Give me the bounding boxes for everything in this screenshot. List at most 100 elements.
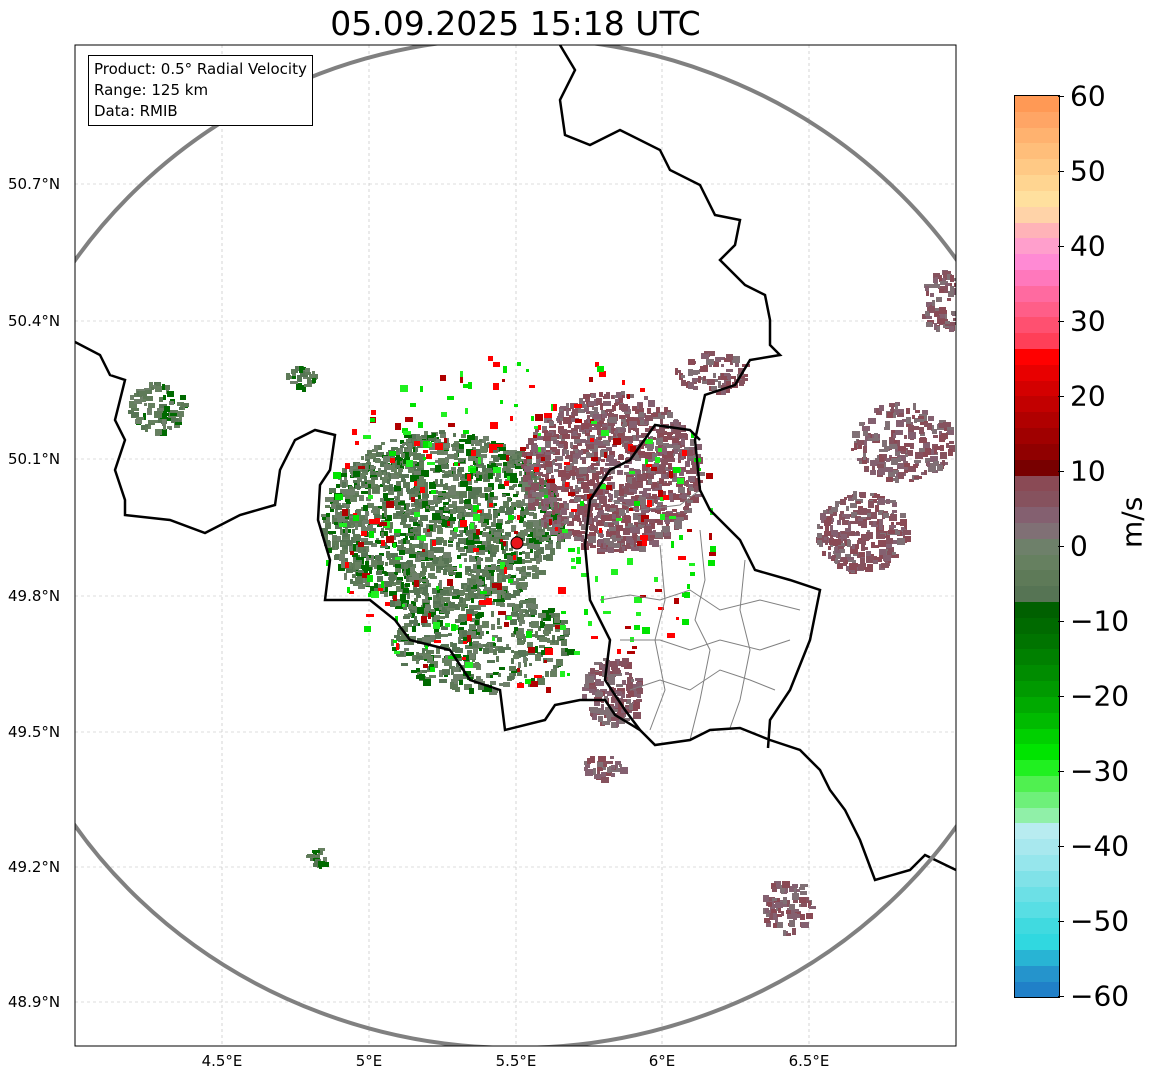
colorbar-segment: [1015, 443, 1059, 460]
colorbar-segment: [1015, 206, 1059, 223]
colorbar-tick-mark: [1058, 546, 1064, 547]
colorbar-segment: [1015, 238, 1059, 255]
colorbar-segment: [1015, 633, 1059, 650]
chart-title: 05.09.2025 15:18 UTC: [330, 4, 701, 43]
info-box: Product: 0.5° Radial Velocity Range: 125…: [88, 55, 313, 126]
colorbar-tick-mark: [1058, 771, 1064, 772]
lat-tick: 49.8°N: [8, 587, 61, 605]
colorbar-segment: [1015, 285, 1059, 302]
colorbar-segment: [1015, 364, 1059, 381]
colorbar-tick-mark: [1058, 96, 1064, 97]
colorbar-segment: [1015, 981, 1059, 998]
admin-border: [649, 544, 666, 731]
admin-border: [609, 489, 701, 511]
colorbar-segment: [1015, 143, 1059, 160]
lon-tick: 5.5°E: [495, 1052, 537, 1070]
colorbar-segment: [1015, 428, 1059, 444]
colorbar-segment: [1015, 459, 1059, 476]
colorbar-segment: [1015, 570, 1059, 587]
lat-tick: 50.4°N: [8, 312, 61, 330]
colorbar-tick: 0: [1070, 529, 1088, 563]
lat-tick: 48.9°N: [8, 993, 61, 1011]
colorbar-segment: [1015, 507, 1059, 523]
colorbar-segment: [1015, 886, 1059, 903]
colorbar-tick: 10: [1070, 454, 1106, 488]
lat-tick: 50.1°N: [8, 450, 61, 468]
colorbar-segment: [1015, 380, 1059, 397]
colorbar-segment: [1015, 349, 1059, 365]
colorbar-segment: [1015, 760, 1059, 776]
colorbar-tick-mark: [1058, 996, 1064, 997]
colorbar-segment: [1015, 254, 1059, 270]
colorbar-segment: [1015, 333, 1059, 349]
colorbar-segment: [1015, 807, 1059, 824]
colorbar-segment: [1015, 301, 1059, 318]
colorbar-segment: [1015, 965, 1059, 982]
borders: [75, 45, 956, 1046]
colorbar-segment: [1015, 269, 1059, 286]
lon-tick: 6°E: [648, 1052, 676, 1070]
colorbar-tick-mark: [1058, 321, 1064, 322]
colorbar-segment: [1015, 665, 1059, 682]
colorbar-segment: [1015, 159, 1059, 176]
lon-tick: 5°E: [355, 1052, 383, 1070]
colorbar-tick: 60: [1070, 79, 1106, 113]
colorbar-tick: 20: [1070, 379, 1106, 413]
colorbar-segment: [1015, 855, 1059, 871]
lat-tick: 49.5°N: [8, 723, 61, 741]
colorbar-tick: 30: [1070, 304, 1106, 338]
colorbar-segment: [1015, 522, 1059, 539]
colorbar-segment: [1015, 839, 1059, 855]
colorbar-tick: −60: [1070, 979, 1130, 1013]
colorbar-tick-mark: [1058, 921, 1064, 922]
colorbar-segment: [1015, 823, 1059, 840]
colorbar-tick-mark: [1058, 696, 1064, 697]
colorbar-tick: −50: [1070, 904, 1130, 938]
colorbar-segment: [1015, 902, 1059, 919]
colorbar-segment: [1015, 190, 1059, 207]
colorbar-segment: [1015, 317, 1059, 334]
colorbar-segment: [1015, 491, 1059, 508]
country-border: [558, 45, 822, 749]
colorbar-segment: [1015, 949, 1059, 966]
admin-border: [599, 589, 801, 611]
colorbar-tick-mark: [1058, 846, 1064, 847]
colorbar-segment: [1015, 554, 1059, 571]
country-border: [583, 423, 701, 731]
admin-border: [689, 529, 711, 741]
lon-tick: 4.5°E: [201, 1052, 243, 1070]
colorbar-segment: [1015, 649, 1059, 666]
colorbar-tick: −20: [1070, 679, 1130, 713]
radar-site-marker: [510, 536, 524, 550]
colorbar-segment: [1015, 412, 1059, 429]
admin-border: [620, 639, 791, 651]
colorbar-label: m/s: [1115, 496, 1149, 548]
colorbar-segment: [1015, 728, 1059, 745]
colorbar-segment: [1015, 396, 1059, 413]
colorbar-segment: [1015, 744, 1059, 761]
colorbar-segment: [1015, 775, 1059, 792]
colorbar-tick-mark: [1058, 471, 1064, 472]
colorbar-segment: [1015, 870, 1059, 887]
colorbar-segment: [1015, 791, 1059, 808]
colorbar-tick: −30: [1070, 754, 1130, 788]
colorbar-segment: [1015, 696, 1059, 713]
colorbar: [1014, 95, 1060, 998]
colorbar-tick: −40: [1070, 829, 1130, 863]
colorbar-tick-mark: [1058, 171, 1064, 172]
lat-tick: 49.2°N: [8, 858, 61, 876]
colorbar-segment: [1015, 175, 1059, 191]
colorbar-segment: [1015, 586, 1059, 602]
country-border: [75, 340, 956, 882]
colorbar-tick: 40: [1070, 229, 1106, 263]
colorbar-segment: [1015, 918, 1059, 935]
info-range: Range: 125 km: [94, 81, 209, 99]
info-source: Data: RMIB: [94, 102, 178, 120]
velocity-echoes: [128, 270, 956, 936]
admin-border: [629, 669, 776, 691]
colorbar-segment: [1015, 475, 1059, 492]
admin-border: [729, 559, 751, 729]
lon-tick: 6.5°E: [788, 1052, 830, 1070]
